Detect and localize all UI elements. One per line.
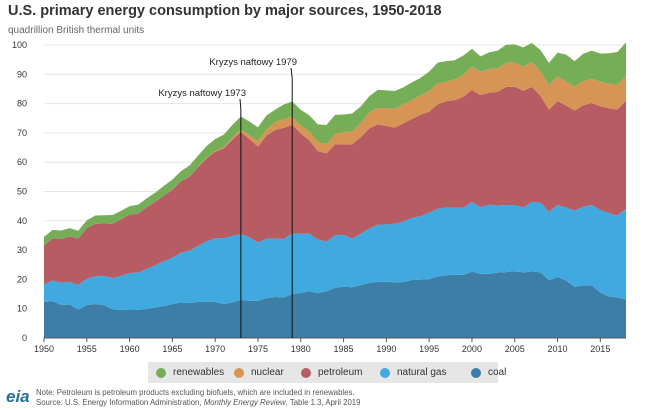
legend-item-natural-gas: natural gas	[380, 367, 446, 378]
y-tick-label: 70	[17, 128, 27, 138]
y-tick-label: 40	[17, 216, 27, 226]
legend-item-petroleum: petroleum	[301, 367, 362, 378]
x-tick-label: 2010	[548, 344, 568, 354]
legend: renewables nuclear petroleum natural gas coa…	[148, 362, 506, 383]
annotation-label: Kryzys naftowy 1973	[158, 88, 246, 99]
annotation-label: Kryzys naftowy 1979	[209, 57, 297, 68]
y-tick-label: 90	[17, 69, 27, 79]
legend-label: coal	[488, 367, 507, 378]
legend-label: renewables	[173, 367, 225, 378]
footnotes: Note: Petroleum is petroleum products ex…	[36, 388, 360, 408]
source-text: Source: U.S. Energy Information Administ…	[36, 398, 360, 408]
area-renewables	[44, 42, 626, 246]
annotation-leader	[290, 67, 293, 79]
y-tick-label: 80	[17, 99, 27, 109]
x-tick-label: 2015	[590, 344, 610, 354]
y-tick-label: 60	[17, 157, 27, 167]
x-tick-label: 2000	[462, 344, 482, 354]
legend-label: nuclear	[251, 367, 284, 378]
note-text: Note: Petroleum is petroleum products ex…	[36, 388, 355, 397]
legend-label: petroleum	[318, 367, 363, 378]
x-tick-label: 1970	[205, 344, 225, 354]
legend-swatch	[156, 367, 166, 378]
x-tick-label: 1965	[162, 344, 182, 354]
y-tick-label: 10	[17, 304, 27, 314]
y-tick-label: 20	[17, 274, 27, 284]
area-natural-gas	[44, 202, 626, 311]
y-axis-unit-label: quadrillion British thermal units	[8, 25, 145, 36]
x-tick-label: 1960	[120, 344, 140, 354]
y-tick-label: 100	[12, 40, 27, 50]
x-tick-label: 1990	[376, 344, 396, 354]
area-petroleum	[44, 86, 626, 285]
x-tick-label: 2005	[505, 344, 525, 354]
x-tick-label: 1985	[334, 344, 354, 354]
x-tick-label: 1950	[34, 344, 54, 354]
legend-swatch	[471, 367, 481, 378]
legend-swatch	[380, 367, 390, 378]
chart-title: U.S. primary energy consumption by major…	[8, 3, 442, 19]
source-title: Monthly Energy Review	[203, 398, 286, 407]
legend-swatch	[234, 367, 244, 378]
annotation-leader	[239, 98, 242, 110]
eia-logo: eia	[6, 387, 30, 406]
y-tick-label: 50	[17, 187, 27, 197]
y-tick-label: 30	[17, 245, 27, 255]
legend-swatch	[301, 367, 311, 378]
x-tick-label: 1995	[419, 344, 439, 354]
x-tick-label: 1975	[248, 344, 268, 354]
x-tick-label: 1980	[291, 344, 311, 354]
legend-item-renewables: renewables	[156, 367, 224, 378]
source-suffix: , Table 1.3, April 2019	[285, 398, 361, 407]
x-tick-label: 1955	[77, 344, 97, 354]
stacked-area-chart: 0 10 20 30 40 50 60 70 80 90 100 1950 1955 1960 1965 19…	[12, 40, 626, 354]
y-tick-label: 0	[22, 333, 27, 343]
legend-item-nuclear: nuclear	[234, 367, 284, 378]
legend-label: natural gas	[397, 367, 447, 378]
area-coal	[44, 271, 626, 338]
source-prefix: Source: U.S. Energy Information Administ…	[36, 398, 204, 407]
legend-item-coal: coal	[471, 367, 506, 378]
